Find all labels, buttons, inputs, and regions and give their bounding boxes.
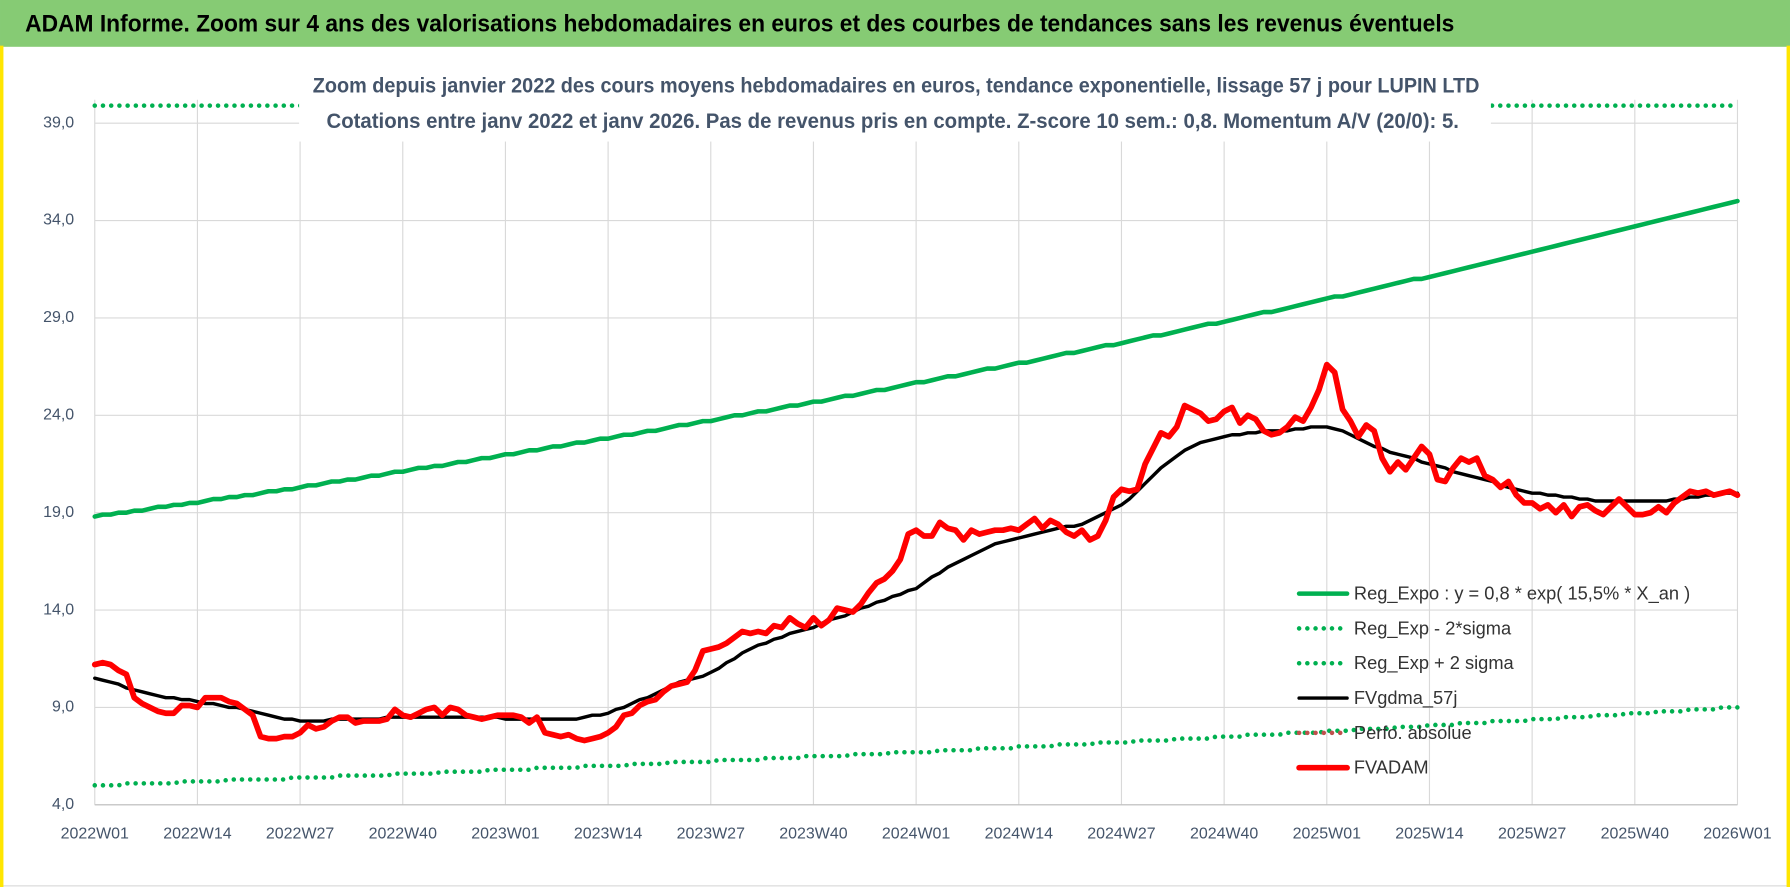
x-tick-label: 2023W40 (779, 826, 847, 843)
legend-label: Perfo. absolue (1354, 722, 1472, 743)
y-tick-label: 29,0 (43, 309, 74, 326)
x-tick-label: 2025W01 (1293, 826, 1361, 843)
x-tick-label: 2023W01 (471, 826, 539, 843)
header-bar (0, 0, 1790, 47)
y-tick-label: 9,0 (52, 699, 74, 716)
legend-label: FVgdma_57j (1354, 687, 1457, 709)
x-tick-label: 2022W40 (369, 826, 437, 843)
series-line (92, 198, 1740, 519)
left-edge (0, 45, 4, 887)
x-tick-label: 2024W40 (1190, 826, 1258, 843)
x-tick-label: 2024W01 (882, 826, 950, 843)
legend: Reg_Expo : y = 0,8 * exp( 15,5% * X_an )… (1296, 583, 1690, 778)
y-tick-label: 14,0 (43, 601, 74, 618)
x-tick-label: 2025W40 (1601, 826, 1669, 843)
subtitle-line: Cotations entre janv 2022 et janv 2026. … (326, 108, 1458, 133)
x-tick-label: 2025W27 (1498, 826, 1566, 843)
x-tick-label: 2023W14 (574, 826, 642, 843)
x-tick-label: 2022W14 (163, 826, 231, 843)
y-tick-label: 39,0 (43, 114, 74, 131)
y-tick-label: 24,0 (43, 407, 74, 424)
subtitle-backdrop (299, 68, 1491, 142)
plot-area: 4,0 9,0 14,0 19,0 24,0 29,0 34,0 39,0 2022W01 202… (43, 99, 1772, 843)
x-tick-label: 2022W27 (266, 826, 334, 843)
legend-label: FVADAM (1354, 757, 1429, 778)
legend-label: Reg_Exp - 2*sigma (1354, 617, 1512, 639)
header-title: ADAM Informe. Zoom sur 4 ans des valoris… (25, 10, 1454, 37)
y-tick-label: 19,0 (43, 504, 74, 521)
subtitle-line: Zoom depuis janvier 2022 des cours moyen… (313, 72, 1480, 97)
x-tick-label: 2025W14 (1395, 826, 1463, 843)
x-tick-label: 2022W01 (61, 826, 129, 843)
x-tick-label: 2024W27 (1087, 826, 1155, 843)
x-tick-label: 2026W01 (1703, 826, 1771, 843)
series-line (91, 361, 1741, 744)
y-tick-label: 4,0 (52, 796, 74, 813)
right-edge (1786, 45, 1790, 887)
x-tick-label: 2024W14 (985, 826, 1053, 843)
legend-label: Reg_Exp + 2 sigma (1354, 652, 1515, 674)
x-tick-label: 2023W27 (677, 826, 745, 843)
legend-label: Reg_Expo : y = 0,8 * exp( 15,5% * X_an ) (1354, 583, 1690, 605)
y-tick-label: 34,0 (43, 212, 74, 229)
